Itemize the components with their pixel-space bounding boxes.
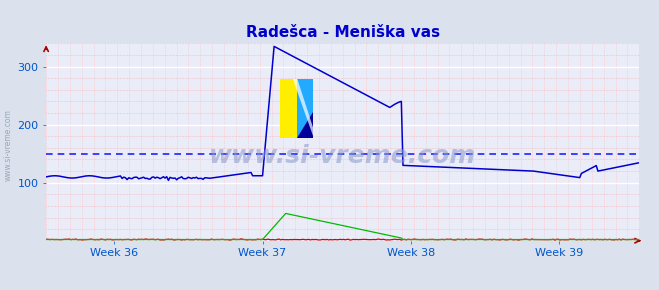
Text: www.si-vreme.com: www.si-vreme.com: [3, 109, 13, 181]
Text: www.si-vreme.com: www.si-vreme.com: [209, 144, 476, 168]
Bar: [297, 79, 313, 138]
Polygon shape: [293, 79, 313, 136]
Title: Radešca - Meniška vas: Radešca - Meniška vas: [246, 25, 440, 39]
Bar: [281, 79, 297, 138]
Polygon shape: [297, 112, 313, 138]
